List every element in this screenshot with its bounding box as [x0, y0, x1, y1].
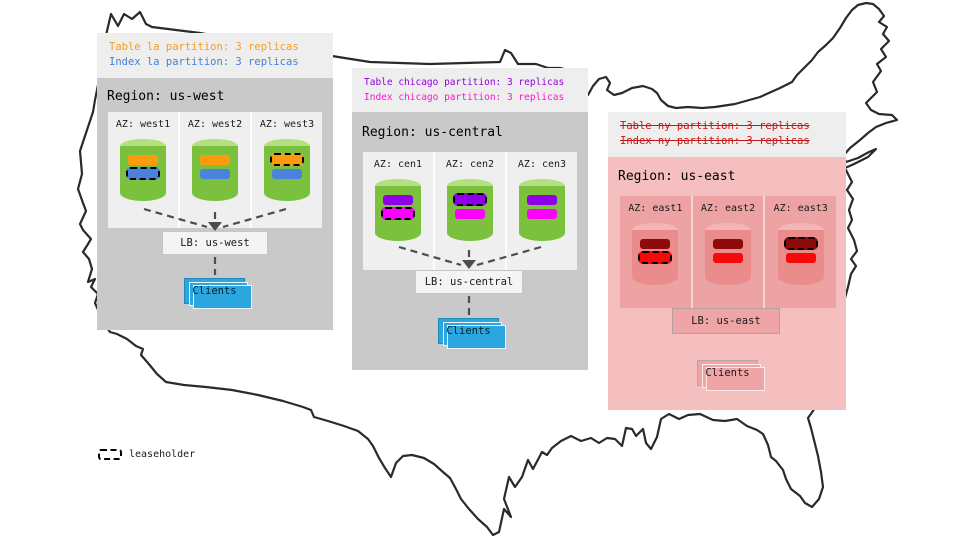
az-label: AZ: west1: [115, 119, 171, 130]
load-balancer-us-west: LB: us-west: [162, 231, 268, 255]
leaseholder-replica-bar-table-ny: [783, 237, 818, 250]
replica-bar-table-la: [200, 155, 230, 165]
caption-index-chicago: Index chicago partition: 3 replicas: [364, 92, 565, 103]
replica-bar-index-la: [272, 169, 302, 179]
region-box-us-central: Region: us-central AZ: cen1 AZ: cen2: [352, 112, 588, 370]
replica-bar-table-chicago: [527, 195, 557, 205]
clients-label: Clients: [446, 325, 491, 337]
region-box-us-east: Region: us-east AZ: east1 AZ: east2: [608, 157, 846, 410]
region-box-us-west: Region: us-west AZ: west1 AZ: west2: [97, 78, 333, 330]
caption-us-west: Table la partition: 3 replicas Index la …: [97, 33, 333, 78]
replica-bar-table-ny: [640, 239, 671, 249]
az-row-us-east: AZ: east1 AZ: east2 AZ: east3: [620, 196, 836, 308]
leaseholder-replica-bar-index-la: [126, 167, 160, 180]
legend-leaseholder: leaseholder: [98, 449, 195, 460]
caption-us-east: Table ny partition: 3 replicas Index ny …: [608, 112, 846, 157]
db-cylinder-west3: [264, 139, 310, 205]
region-title-us-east: Region: us-east: [618, 169, 736, 184]
az-row-us-central: AZ: cen1 AZ: cen2 AZ: cen3: [363, 152, 577, 270]
az-label: AZ: east2: [700, 203, 756, 214]
replica-bar-index-chicago: [455, 209, 485, 219]
clients-label: Clients: [192, 285, 237, 297]
clients-us-central: Clients: [438, 318, 506, 349]
leaseholder-replica-bar-table-chicago: [453, 193, 487, 206]
caption-index-la: Index la partition: 3 replicas: [109, 56, 299, 68]
replica-bar-table-ny: [713, 239, 743, 249]
leaseholder-replica-bar-table-la: [270, 153, 304, 166]
load-balancer-us-east: LB: us-east: [672, 308, 780, 334]
az-cen3: AZ: cen3: [505, 152, 577, 270]
caption-us-central: Table chicago partition: 3 replicas Inde…: [352, 68, 588, 112]
legend-label: leaseholder: [129, 449, 196, 460]
caption-table-chicago: Table chicago partition: 3 replicas: [364, 77, 565, 88]
az-west2: AZ: west2: [178, 112, 250, 228]
replica-bar-index-la: [200, 169, 230, 179]
leaseholder-swatch-icon: [98, 449, 122, 460]
az-row-us-west: AZ: west1 AZ: west2 AZ: west3: [108, 112, 322, 228]
db-cylinder-cen3: [519, 179, 565, 245]
az-east1: AZ: east1: [620, 196, 691, 308]
db-cylinder-cen2: [447, 179, 493, 245]
az-east2: AZ: east2: [690, 196, 764, 308]
replica-bar-index-ny: [785, 253, 816, 263]
az-east3: AZ: east3: [763, 196, 836, 308]
load-balancer-us-central: LB: us-central: [415, 270, 523, 294]
caption-table-ny: Table ny partition: 3 replicas: [620, 120, 810, 132]
az-label: AZ: west3: [259, 119, 315, 130]
caption-index-ny: Index ny partition: 3 replicas: [620, 135, 810, 147]
replica-bar-index-chicago: [527, 209, 557, 219]
replica-bar-table-la: [128, 155, 158, 165]
az-cen1: AZ: cen1: [363, 152, 433, 270]
db-cylinder-east2: [705, 223, 751, 289]
db-cylinder-cen1: [375, 179, 421, 245]
az-west1: AZ: west1: [108, 112, 178, 228]
db-cylinder-west2: [192, 139, 238, 205]
az-label: AZ: east1: [628, 203, 683, 214]
clients-label: Clients: [705, 367, 750, 379]
az-label: AZ: east3: [773, 203, 828, 214]
caption-table-la: Table la partition: 3 replicas: [109, 41, 299, 53]
az-cen2: AZ: cen2: [433, 152, 505, 270]
az-label: AZ: cen2: [445, 159, 495, 170]
leaseholder-replica-bar-index-chicago: [381, 207, 415, 220]
az-label: AZ: cen1: [373, 159, 423, 170]
db-cylinder-east1: [632, 223, 679, 289]
region-title-us-central: Region: us-central: [362, 125, 503, 140]
clients-us-east: Clients: [697, 360, 765, 391]
replica-bar-index-ny: [713, 253, 743, 263]
az-label: AZ: west2: [187, 119, 243, 130]
replica-bar-table-chicago: [383, 195, 413, 205]
az-label: AZ: cen3: [517, 159, 567, 170]
region-title-us-west: Region: us-west: [107, 89, 225, 104]
clients-us-west: Clients: [184, 278, 252, 309]
leaseholder-replica-bar-index-ny: [638, 251, 673, 264]
db-cylinder-west1: [120, 139, 166, 205]
db-cylinder-east3: [777, 223, 824, 289]
az-west3: AZ: west3: [250, 112, 322, 228]
